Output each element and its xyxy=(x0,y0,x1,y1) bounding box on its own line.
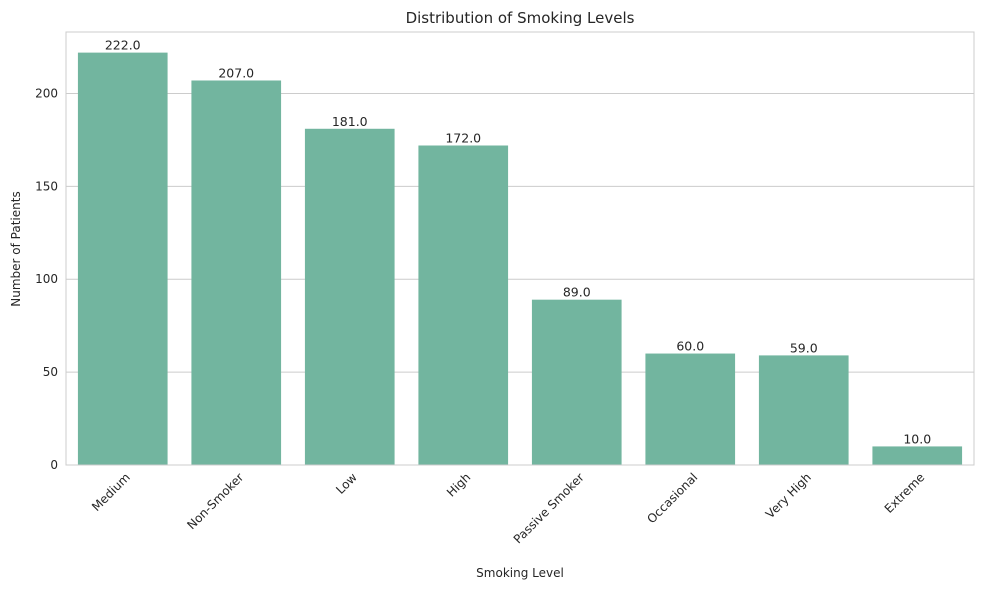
x-tick-label: Non-Smoker xyxy=(184,470,246,532)
bar-value-label: 222.0 xyxy=(105,38,141,53)
plot-frame xyxy=(65,31,975,466)
bar-low xyxy=(304,128,395,466)
y-tick-label: 150 xyxy=(35,179,58,193)
bar-medium xyxy=(77,52,168,465)
x-tick-label: Occasional xyxy=(644,470,700,526)
y-tick-label: 200 xyxy=(35,86,58,100)
y-axis-label: Number of Patients xyxy=(9,191,23,306)
bar-value-label: 207.0 xyxy=(218,65,254,80)
bar-value-label: 89.0 xyxy=(563,285,591,300)
bar-value-label: 60.0 xyxy=(676,339,704,354)
bar-high xyxy=(418,145,509,466)
bar-value-label: 172.0 xyxy=(445,130,481,145)
bar-value-label: 10.0 xyxy=(903,431,931,446)
y-tick-label: 0 xyxy=(50,458,58,472)
y-axis-ticks: 0 50 100 150 200 xyxy=(35,86,58,472)
y-tick-label: 100 xyxy=(35,272,58,286)
x-tick-label: Medium xyxy=(89,470,133,514)
bar-very-high xyxy=(758,355,849,465)
data-labels: 222.0 207.0 181.0 172.0 89.0 60.0 59.0 10.0 xyxy=(105,38,931,447)
x-axis-ticks: Medium Non-Smoker Low High Passive Smoker Occ… xyxy=(89,470,927,546)
y-tick-label: 50 xyxy=(43,365,58,379)
bar-non-smoker xyxy=(191,80,282,465)
bar-passive-smoker xyxy=(531,299,622,465)
bar-occasional xyxy=(645,353,736,465)
x-tick-label: Low xyxy=(333,470,360,497)
bar-value-label: 59.0 xyxy=(790,340,818,355)
x-tick-label: High xyxy=(444,470,473,499)
bar-extreme xyxy=(872,446,963,465)
x-tick-label: Very High xyxy=(763,470,814,521)
bar-value-label: 181.0 xyxy=(332,114,368,129)
chart-title: Distribution of Smoking Levels xyxy=(406,9,635,27)
x-tick-label: Extreme xyxy=(882,470,928,516)
x-axis-label: Smoking Level xyxy=(476,566,564,580)
bars xyxy=(77,52,963,466)
x-tick-label: Passive Smoker xyxy=(511,470,587,546)
